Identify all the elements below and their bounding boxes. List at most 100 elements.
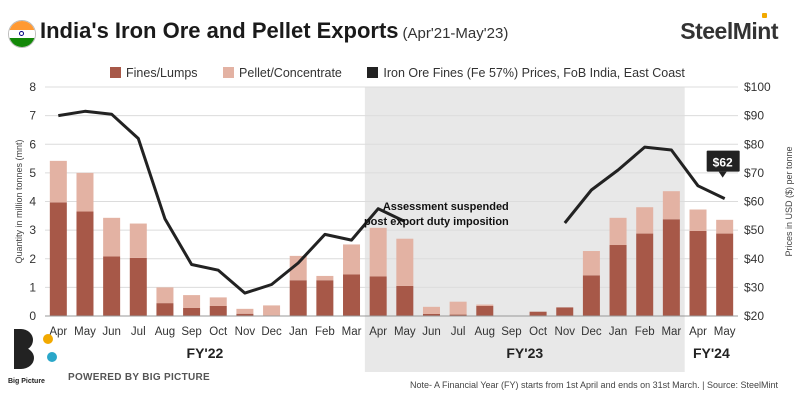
source-note: Note- A Financial Year (FY) starts from … — [409, 380, 778, 390]
y2-tick-label: $30 — [744, 280, 764, 294]
bar-fines — [662, 219, 680, 316]
bar-pellet — [209, 297, 227, 306]
x-tick-label: Aug — [155, 326, 175, 338]
y-tick-label: 3 — [29, 223, 36, 237]
bar-fines — [129, 257, 147, 316]
bar-pellet — [609, 217, 627, 246]
bar-pellet — [476, 304, 494, 306]
bar-pellet — [76, 172, 94, 212]
x-tick-label: Jun — [102, 326, 121, 338]
bar-fines — [103, 256, 121, 316]
steelmint-logo: SteelMint — [680, 18, 778, 44]
x-tick-label: Jan — [609, 326, 628, 338]
bar-fines — [422, 313, 440, 316]
x-tick-label: Dec — [581, 326, 602, 338]
y-tick-label: 6 — [29, 137, 36, 151]
bar-pellet — [156, 287, 174, 304]
y2-tick-label: $70 — [744, 166, 764, 180]
bar-fines — [289, 280, 307, 316]
y-tick-label: 7 — [29, 109, 36, 123]
legend-swatch-pellet — [223, 67, 235, 78]
legend-swatch-fines — [110, 67, 121, 78]
bar-pellet — [662, 191, 680, 220]
bar-fines — [716, 233, 734, 316]
bar-fines — [529, 311, 547, 316]
annotation-line-2: post export duty imposition — [364, 216, 509, 228]
chart-title: India's Iron Ore and Pellet Exports (Apr'… — [40, 18, 508, 44]
bar-pellet — [636, 207, 654, 234]
x-tick-label: Mar — [661, 326, 681, 338]
fy-shade-band-1 — [364, 87, 685, 372]
y-tick-label: 2 — [29, 252, 36, 266]
x-tick-label: Dec — [261, 326, 282, 338]
bar-pellet — [396, 238, 414, 286]
x-tick-label: Jun — [422, 326, 441, 338]
x-tick-label: Feb — [635, 326, 655, 338]
x-tick-label: Apr — [689, 326, 707, 338]
powered-by-label: POWERED BY BIG PICTURE — [68, 372, 210, 383]
legend-label-fines: Fines/Lumps — [126, 66, 198, 80]
y2-tick-label: $80 — [744, 137, 764, 151]
price-callout-box — [706, 150, 740, 172]
y2-tick-label: $90 — [744, 109, 764, 123]
bar-pellet — [236, 308, 254, 314]
x-tick-label: Feb — [315, 326, 335, 338]
bar-pellet — [316, 275, 334, 281]
bar-fines — [449, 314, 467, 316]
fy-group-label: FY'22 — [187, 345, 224, 361]
x-tick-label: Nov — [235, 326, 256, 338]
india-flag-icon — [8, 20, 36, 48]
bar-pellet — [129, 223, 147, 258]
price-callout-pointer — [718, 171, 727, 178]
bar-fines — [396, 285, 414, 316]
legend-label-pellet: Pellet/Concentrate — [239, 66, 342, 80]
x-tick-label: Oct — [209, 326, 228, 338]
big-picture-logo-icon — [14, 329, 57, 369]
bar-pellet — [689, 209, 707, 231]
x-tick-label: Oct — [529, 326, 548, 338]
y-axis-title: Quantity in million tonnes (mnt) — [14, 139, 24, 263]
bar-pellet — [422, 306, 440, 314]
brand-dot-icon — [762, 13, 767, 18]
x-tick-label: May — [714, 326, 736, 338]
legend-label-price: Iron Ore Fines (Fe 57%) Prices, FoB Indi… — [383, 66, 685, 80]
legend-item-pellet: Pellet/Concentrate — [223, 66, 342, 80]
bar-pellet — [716, 219, 734, 234]
annotation-line-1: Assessment suspended — [383, 201, 509, 213]
price-callout-label: $62 — [713, 156, 733, 170]
y-tick-label: 1 — [29, 280, 36, 294]
x-tick-label: Jan — [289, 326, 308, 338]
bar-fines — [316, 280, 334, 316]
price-line-segment — [58, 109, 406, 295]
x-tick-label: May — [394, 326, 416, 338]
y-tick-label: 8 — [29, 80, 36, 94]
y2-tick-label: $20 — [744, 309, 764, 323]
y2-tick-label: $60 — [744, 195, 764, 209]
bar-fines — [76, 211, 94, 316]
fy-group-label: FY'24 — [693, 345, 730, 361]
bar-pellet — [183, 295, 201, 308]
y-tick-label: 5 — [29, 166, 36, 180]
legend-item-fines: Fines/Lumps — [110, 66, 198, 80]
x-tick-label: Apr — [369, 326, 387, 338]
x-tick-label: Nov — [555, 326, 576, 338]
bar-pellet — [49, 160, 67, 203]
bar-pellet — [369, 227, 387, 277]
bar-fines — [556, 307, 574, 316]
x-tick-label: Mar — [342, 326, 362, 338]
bar-fines — [236, 313, 254, 316]
bar-fines — [156, 303, 174, 316]
bar-fines — [636, 233, 654, 316]
bar-fines — [476, 305, 494, 316]
legend-item-price: Iron Ore Fines (Fe 57%) Prices, FoB Indi… — [367, 66, 685, 80]
x-tick-label: Sep — [181, 326, 201, 338]
y-tick-label: 0 — [29, 309, 36, 323]
chart-title-text: India's Iron Ore and Pellet Exports — [40, 18, 399, 43]
y2-tick-label: $100 — [744, 80, 771, 94]
bar-fines — [369, 276, 387, 316]
bar-fines — [689, 230, 707, 316]
y2-tick-label: $40 — [744, 252, 764, 266]
bar-pellet — [103, 217, 121, 257]
